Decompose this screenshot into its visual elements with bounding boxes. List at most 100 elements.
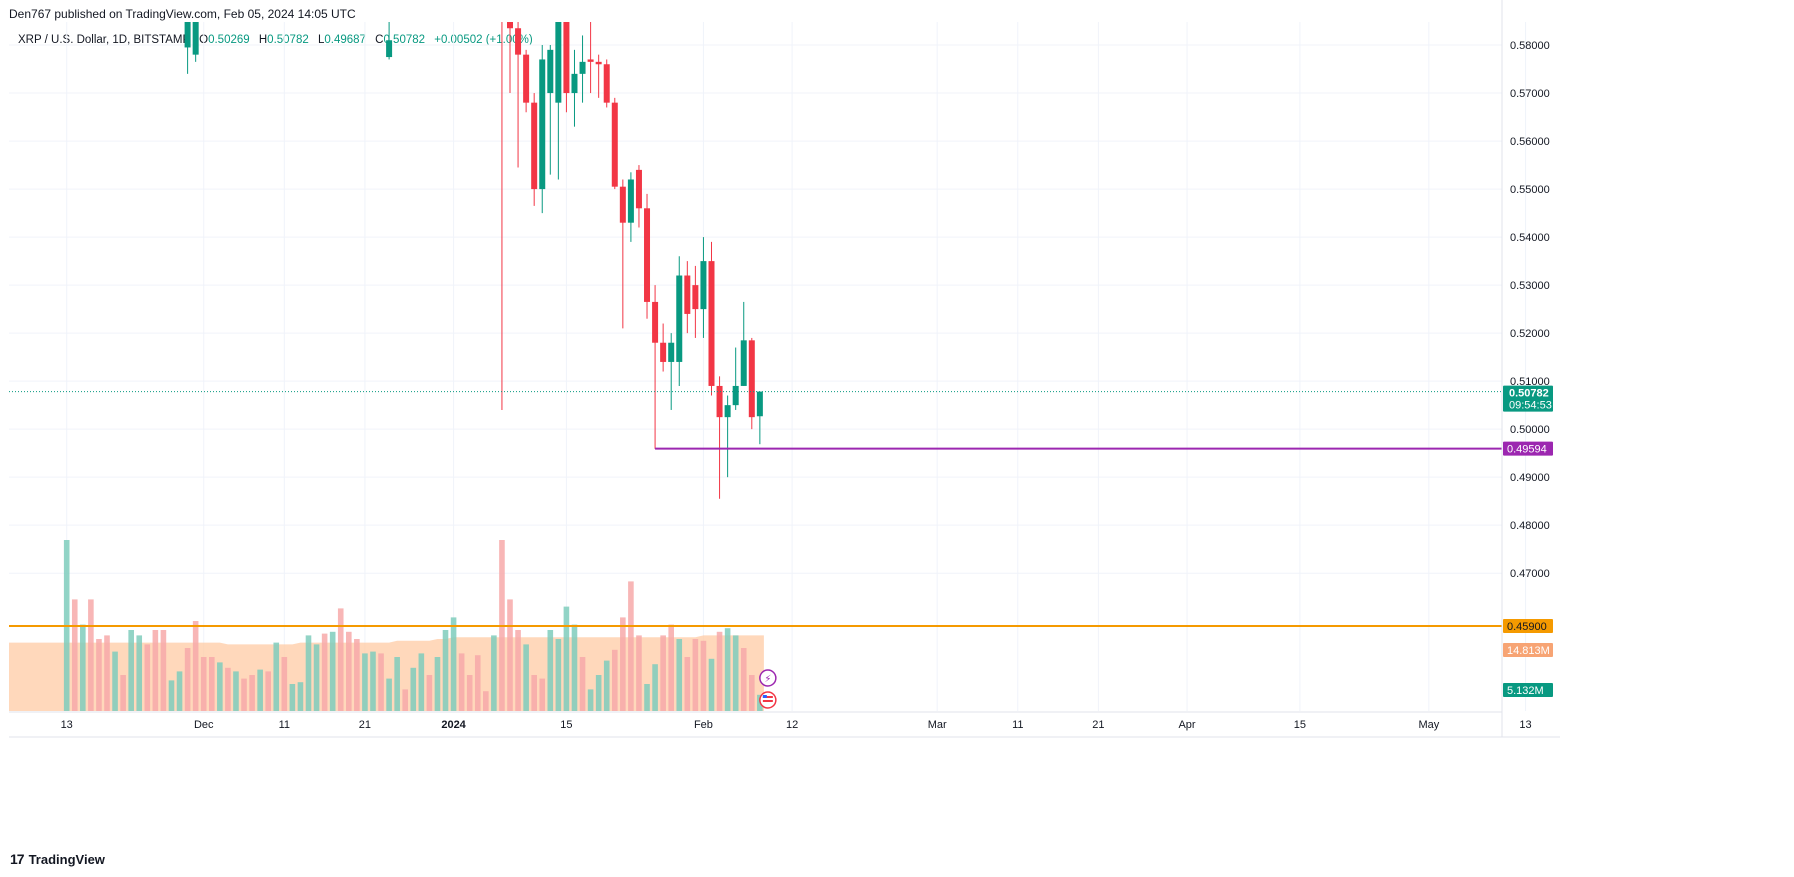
volume-bar: [200, 657, 207, 711]
volume-bar: [491, 635, 497, 711]
x-tick-label: 13: [61, 719, 73, 731]
volume-bar: [394, 657, 400, 711]
volume-bar: [515, 630, 521, 711]
volume-bar: [700, 640, 707, 711]
candle-body: [595, 61, 602, 65]
support-level-label-bg: [1503, 441, 1553, 456]
open-value: 0.50269: [208, 34, 250, 46]
candle-body: [531, 102, 538, 190]
x-tick-label: Feb: [694, 719, 713, 731]
volume-bar: [329, 631, 336, 711]
volume-bar: [636, 635, 642, 711]
candle-body: [611, 102, 618, 187]
volume-bar: [563, 606, 570, 711]
high-value: 0.50782: [267, 34, 309, 46]
volume-bar: [225, 667, 231, 711]
volume-bar: [176, 671, 183, 711]
volume-bar: [676, 639, 683, 711]
close-label: C: [375, 34, 384, 46]
volume-bar: [660, 635, 666, 711]
candlesticks: [184, 22, 763, 499]
high-label: H: [258, 34, 268, 46]
volume-bar: [523, 644, 529, 711]
candle-body: [644, 208, 651, 302]
candle-body: [603, 64, 610, 103]
candle-body: [724, 405, 731, 418]
chart-axes[interactable]: 0.58000 0.57000 0.56000 0.55000 0.54000 0.530…: [9, 0, 1560, 738]
volume-bar: [644, 684, 650, 711]
volume-bar: [128, 630, 134, 711]
volume-bar: [297, 682, 304, 711]
volume-bar: [716, 631, 723, 711]
candle-body: [700, 261, 707, 310]
candle-body: [708, 261, 715, 386]
level-2-label: 0.45900: [1507, 621, 1547, 633]
x-tick-label: 15: [1294, 719, 1306, 731]
last-price-label: 0.50782: [1509, 388, 1549, 400]
volume-bar: [160, 630, 167, 711]
candle-body: [192, 22, 199, 55]
candle-body: [619, 186, 626, 223]
y-tick-label: 0.52000: [1510, 328, 1550, 340]
candle-body: [635, 169, 642, 209]
y-tick-label: 0.56000: [1510, 136, 1550, 148]
volume-bar: [96, 639, 102, 711]
volume-bar: [539, 678, 546, 711]
volume-bar: [603, 660, 610, 711]
x-tick-label: 11: [1012, 719, 1023, 731]
y-tick-label: 0.49000: [1510, 472, 1550, 484]
volume-bar: [692, 639, 699, 711]
level-2-label-bg: [1503, 619, 1553, 634]
volume-bar: [579, 657, 586, 711]
candle-body: [507, 22, 513, 29]
volume-bar: [257, 669, 263, 711]
volume-bar: [168, 680, 175, 711]
volume-bar: [708, 658, 715, 711]
x-tick-label: Mar: [928, 719, 947, 731]
x-tick-label: May: [1418, 719, 1439, 731]
volume-bar: [321, 633, 328, 711]
flag-stripe: [762, 696, 773, 698]
volume-bar: [88, 599, 94, 711]
volume-bar: [740, 648, 747, 711]
y-tick-label: 0.58000: [1510, 40, 1550, 52]
volume-bar: [71, 599, 78, 711]
candle-body: [627, 179, 634, 223]
volume-bar: [442, 630, 449, 711]
volume-bar: [273, 642, 280, 711]
volume-bar: [684, 657, 691, 711]
horizontal-lines[interactable]: [9, 391, 1502, 628]
volume-bar: [136, 635, 143, 711]
event-icons[interactable]: ⚡: [759, 669, 777, 709]
volume-bar: [152, 630, 159, 711]
volume-bar: [354, 639, 360, 711]
volume-bar: [265, 671, 271, 711]
x-tick-label: 21: [1092, 719, 1104, 731]
volume-bar: [120, 675, 126, 711]
volume-bar: [426, 675, 433, 711]
volume-bar: [434, 657, 441, 711]
volume-label-bg: [1503, 683, 1553, 697]
candle-body: [539, 59, 546, 190]
volume-bar: [402, 689, 409, 711]
volume-bar: [547, 630, 554, 711]
symbol-title[interactable]: XRP / U.S. Dollar, 1D, BITSTAMP: [18, 34, 190, 46]
candle-body: [684, 275, 691, 314]
lightning-event-icon: [759, 669, 777, 687]
x-tick-label: 11: [279, 719, 290, 731]
candle-body: [660, 342, 667, 362]
x-tick-label: Dec: [194, 719, 214, 731]
x-tick-label: 13: [1519, 719, 1531, 731]
candle-body: [563, 22, 570, 94]
tradingview-footer[interactable]: 17 TradingView: [10, 851, 105, 867]
y-tick-label: 0.51000: [1510, 376, 1550, 388]
y-tick-label: 0.55000: [1510, 184, 1550, 196]
volume-bar: [217, 662, 223, 711]
flag-canton: [762, 695, 767, 698]
x-tick-label: 2024: [441, 719, 466, 731]
volume-bar: [241, 678, 247, 711]
volume-bar: [144, 644, 151, 711]
volume-bar: [208, 657, 215, 711]
